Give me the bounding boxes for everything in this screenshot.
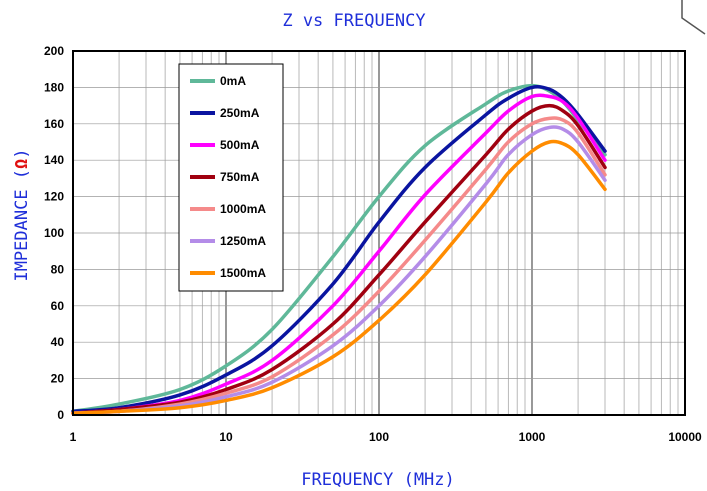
- series-line-1250mA: [71, 125, 607, 415]
- legend-label-500mA: 500mA: [220, 138, 260, 152]
- y-tick-label: 60: [51, 299, 65, 313]
- y-tick-label: 0: [57, 408, 64, 422]
- y-tick-label: 180: [44, 80, 64, 94]
- y-tick-label: 100: [44, 226, 64, 240]
- x-tick-label: 1000: [519, 430, 546, 444]
- legend-label-1000mA: 1000mA: [220, 202, 266, 216]
- corner-decoration: [681, 0, 706, 35]
- series-line-1500mA: [71, 139, 607, 415]
- y-tick-label: 80: [51, 262, 65, 276]
- y-axis-title: IMPEDANCE (Ω): [12, 148, 32, 281]
- x-tick-label: 10000: [668, 430, 702, 444]
- legend-label-0mA: 0mA: [220, 74, 246, 88]
- legend: 0mA 250mA 500mA 750mA 1000mA 1250mA 1500mA: [178, 63, 284, 292]
- legend-label-1250mA: 1250mA: [220, 234, 266, 248]
- chart-title: Z vs FREQUENCY: [282, 11, 425, 31]
- x-axis-title: FREQUENCY (MHz): [301, 470, 455, 490]
- legend-label-1500mA: 1500mA: [220, 266, 266, 280]
- x-tick-labels: 1 10 100 1000 10000: [70, 430, 702, 444]
- x-tick-label: 1: [70, 430, 77, 444]
- y-axis-title-close: ): [12, 148, 32, 158]
- series-line-1000mA: [71, 116, 607, 415]
- x-tick-label: 100: [369, 430, 389, 444]
- series-line-250mA: [71, 85, 607, 414]
- series-line-750mA: [71, 103, 607, 415]
- legend-label-250mA: 250mA: [220, 106, 260, 120]
- y-axis-unit: Ω: [12, 159, 32, 169]
- plot-frame: [72, 50, 686, 416]
- series-line-500mA: [71, 93, 607, 415]
- y-tick-label: 120: [44, 190, 64, 204]
- y-axis-title-text: IMPEDANCE (: [12, 169, 32, 282]
- y-tick-label: 140: [44, 153, 64, 167]
- y-tick-label: 20: [51, 372, 65, 386]
- y-tick-label: 40: [51, 335, 65, 349]
- series-line-0mA: [71, 83, 607, 414]
- y-tick-labels: 0 20 40 60 80 100 120 140 160 180 200: [44, 44, 64, 422]
- series-group: [71, 83, 607, 415]
- y-tick-label: 200: [44, 44, 64, 58]
- y-tick-label: 160: [44, 117, 64, 131]
- x-tick-label: 10: [219, 430, 233, 444]
- legend-label-750mA: 750mA: [220, 170, 260, 184]
